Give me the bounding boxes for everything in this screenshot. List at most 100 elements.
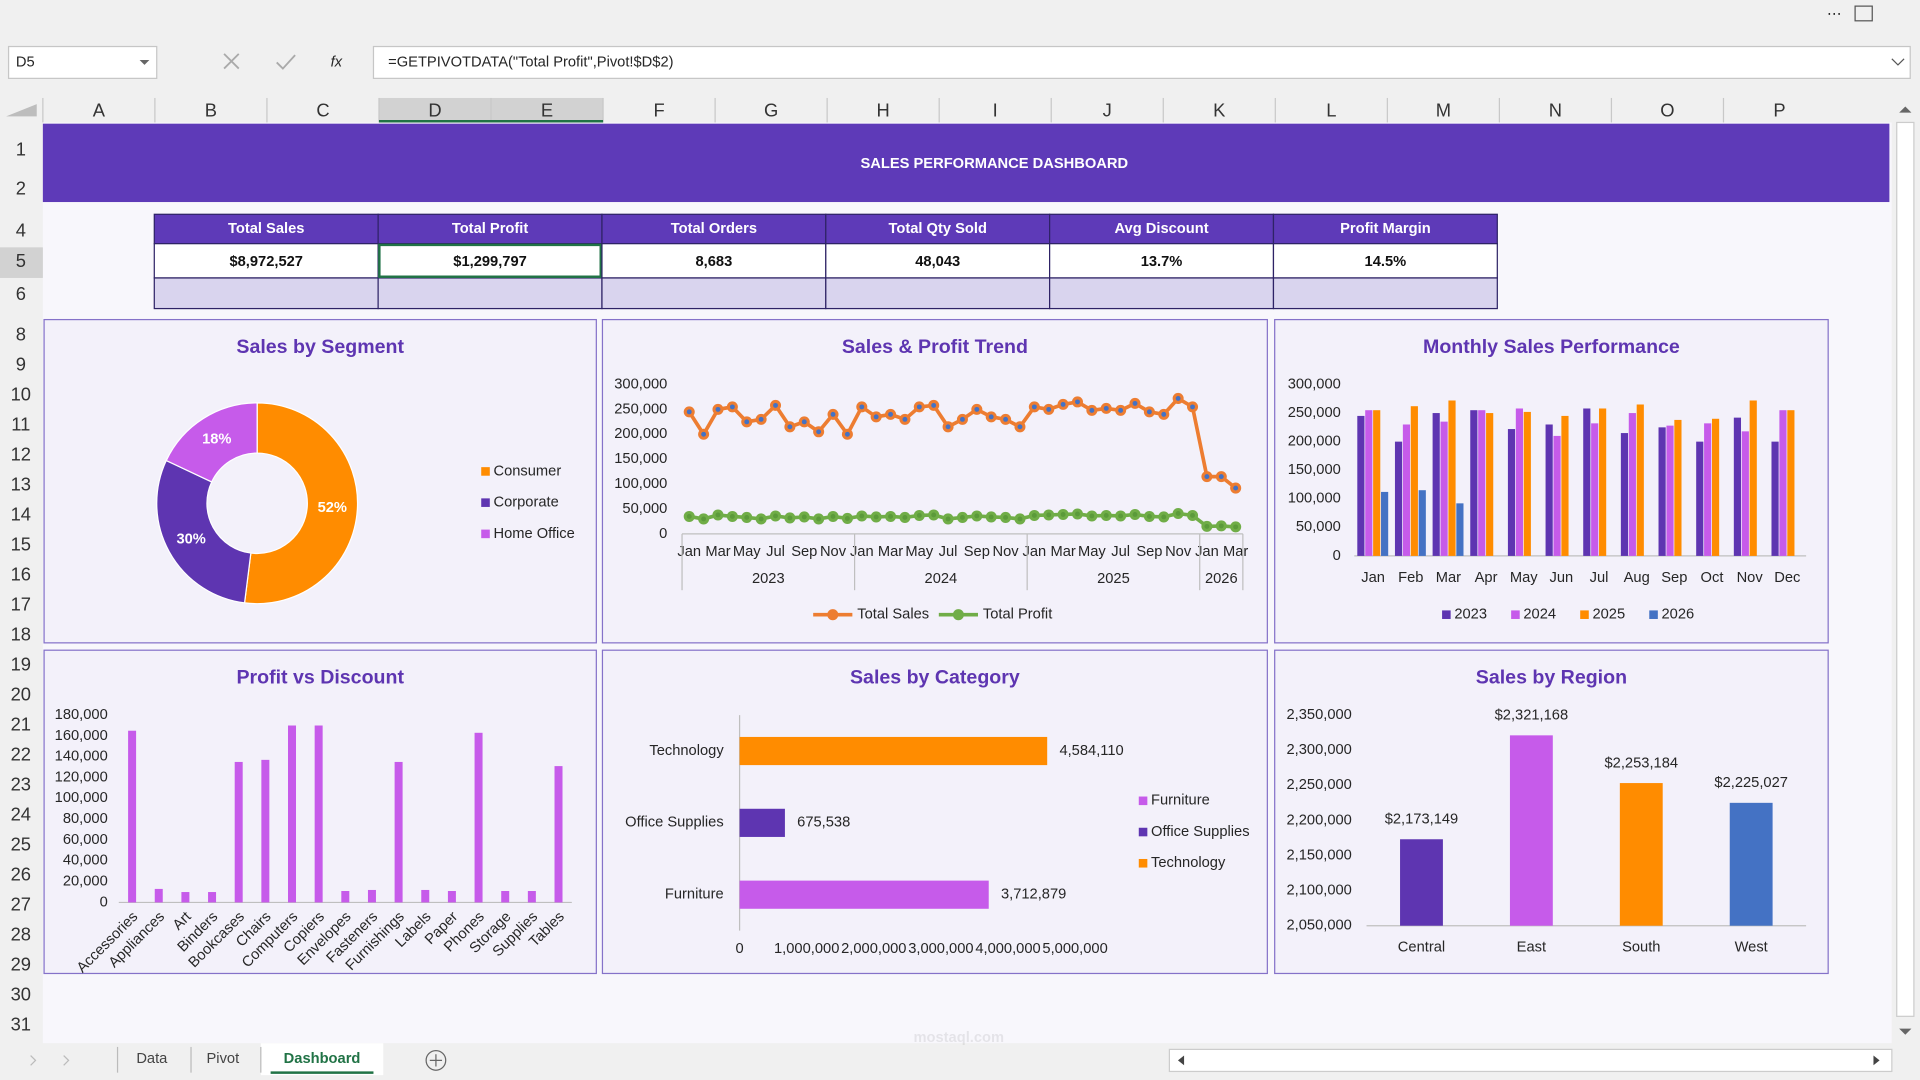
scroll-thumb[interactable] — [1896, 121, 1915, 1017]
bar — [341, 891, 350, 903]
bar — [1456, 503, 1464, 556]
column-header: B — [205, 99, 217, 120]
tab-nav[interactable] — [30, 1055, 70, 1066]
row-header: 20 — [11, 683, 31, 704]
legend-swatch — [1511, 610, 1520, 619]
bar — [1711, 418, 1720, 556]
series-marker-center — [701, 431, 707, 437]
bar — [1418, 490, 1426, 556]
series-marker-center — [1233, 524, 1239, 530]
kpi-blank-cell — [601, 277, 827, 310]
kpi-value: 8,683 — [695, 254, 732, 270]
y-tick-label: 40,000 — [63, 853, 108, 869]
x-tick-label: Jan — [677, 544, 701, 560]
row-header: 13 — [11, 473, 31, 494]
formula-box[interactable] — [372, 45, 1911, 79]
ribbon-toggle[interactable] — [1854, 5, 1873, 22]
chart-title: Sales by Segment — [236, 336, 404, 358]
name-box-arrow[interactable] — [139, 60, 150, 65]
bar — [474, 732, 483, 903]
select-all[interactable] — [6, 104, 37, 117]
sheet-tabs: Data Pivot Dashboard — [116, 1043, 384, 1076]
series-marker-center — [729, 404, 735, 410]
selected-cell[interactable] — [378, 243, 602, 278]
bar — [1410, 406, 1418, 556]
horizontal-scrollbar[interactable] — [1168, 1048, 1893, 1073]
legend-swatch — [1138, 858, 1148, 868]
series-marker-center — [1075, 511, 1080, 517]
legend-swatch — [1649, 610, 1658, 619]
data-label: 3,712,879 — [1001, 887, 1066, 903]
y-tick-label: 2,150,000 — [1286, 847, 1351, 863]
y-tick-label: 2,050,000 — [1286, 918, 1351, 934]
legend-marker — [952, 609, 964, 621]
more-icon[interactable]: ⋯ — [1827, 7, 1842, 23]
bar — [739, 808, 785, 837]
series-marker-center — [816, 516, 822, 522]
y-tick-label: 180,000 — [55, 707, 108, 723]
series-marker-center — [830, 411, 836, 417]
series-marker-center — [888, 514, 893, 519]
add-sheet-plus[interactable] — [429, 1054, 443, 1067]
x-tick-label: Mar — [1223, 544, 1248, 560]
series-marker-center — [988, 514, 994, 520]
y-tick-label: 120,000 — [55, 769, 108, 785]
column-header: J — [1103, 99, 1112, 120]
series-marker-center — [1161, 411, 1167, 417]
active-tab[interactable] — [260, 1043, 384, 1076]
bar — [208, 892, 217, 903]
series-marker-center — [744, 419, 750, 425]
fx-button[interactable]: fx — [331, 54, 343, 70]
enter-icon[interactable] — [276, 54, 296, 70]
y-tick-label: 160,000 — [55, 728, 108, 744]
data-label: $2,253,184 — [1605, 755, 1679, 771]
cancel-icon[interactable] — [223, 53, 240, 70]
chart-title: Sales & Profit Trend — [842, 336, 1028, 358]
series-marker-center — [960, 514, 965, 520]
x-tick-label: May — [905, 544, 933, 560]
sheet-tab[interactable]: Data — [136, 1051, 168, 1067]
chart-title: Sales by Category — [850, 667, 1020, 689]
series-marker-center — [873, 514, 879, 520]
name-box[interactable] — [7, 45, 158, 79]
bar — [1448, 400, 1456, 556]
charts: Sales by Segment 52% Consumer 30% Corporate 1… — [43, 318, 1829, 976]
row-header: 4 — [16, 219, 26, 240]
y-tick-label: 50,000 — [1296, 519, 1341, 535]
legend-swatch — [481, 467, 490, 476]
row-header: 27 — [11, 893, 31, 914]
bar — [1696, 441, 1704, 556]
kpi-label: Total Profit — [452, 221, 529, 237]
column-header: O — [1660, 99, 1674, 120]
series-marker-center — [1233, 485, 1239, 491]
column-header: A — [93, 99, 106, 120]
bar — [1470, 410, 1478, 556]
sheet-tab[interactable]: Pivot — [207, 1051, 240, 1067]
bar — [1381, 491, 1389, 556]
series-marker-center — [787, 515, 793, 521]
x-tick-label: Nov — [993, 544, 1020, 560]
row-header: 28 — [11, 923, 31, 944]
series-marker-center — [686, 409, 692, 415]
series-marker-center — [945, 516, 951, 522]
bar — [1779, 410, 1787, 556]
legend-swatch — [481, 498, 490, 507]
kpi-value: 14.5% — [1365, 254, 1407, 270]
add-sheet[interactable] — [425, 1050, 447, 1071]
chart-title: Profit vs Discount — [236, 667, 404, 689]
series-marker-center — [1060, 401, 1066, 407]
column-header: M — [1436, 99, 1451, 120]
series-marker-center — [1075, 399, 1080, 405]
x-tick-label: Nov — [1737, 570, 1764, 586]
x-tick-label: Sep — [1661, 570, 1687, 586]
formula-expand[interactable] — [1891, 58, 1905, 66]
series-marker-center — [1218, 474, 1224, 480]
series-marker-center — [1190, 513, 1195, 518]
sheet-tab[interactable]: Dashboard — [284, 1051, 361, 1067]
x-tick-label: Sep — [791, 544, 817, 560]
title-banner — [42, 123, 1890, 203]
column-header: F — [653, 99, 664, 120]
bar — [1741, 431, 1749, 556]
kpi-value: $8,972,527 — [229, 254, 303, 270]
series-marker-center — [988, 414, 994, 420]
